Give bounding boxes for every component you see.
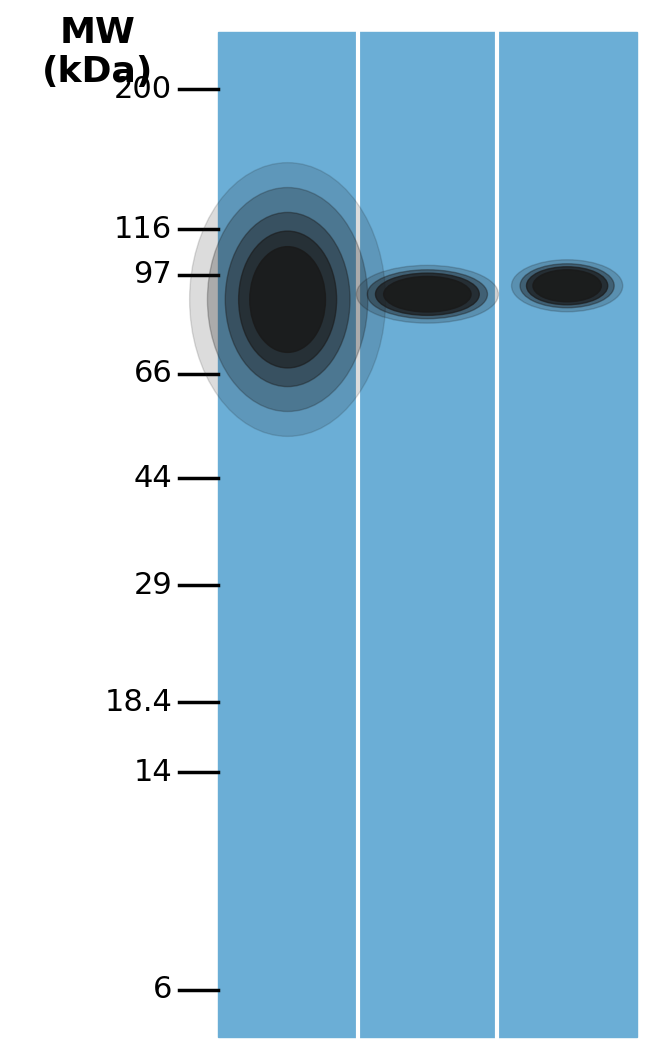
Text: 14: 14 [133,758,172,787]
Ellipse shape [250,247,326,352]
Ellipse shape [512,260,623,312]
Text: 29: 29 [133,570,172,600]
Text: MW
(kDa): MW (kDa) [42,16,153,89]
Ellipse shape [239,231,337,368]
Ellipse shape [526,267,608,305]
Text: 200: 200 [114,74,172,104]
Text: 6: 6 [153,975,172,1004]
Ellipse shape [356,266,499,323]
Ellipse shape [520,263,614,308]
Ellipse shape [533,270,601,302]
Ellipse shape [190,163,385,436]
Text: 97: 97 [133,260,172,290]
Text: 18.4: 18.4 [105,688,172,716]
Ellipse shape [384,276,471,312]
Bar [218,32,637,1037]
Ellipse shape [226,213,350,386]
Text: 66: 66 [133,360,172,388]
Text: 44: 44 [133,463,172,493]
Ellipse shape [367,270,488,318]
Ellipse shape [207,187,368,412]
Ellipse shape [376,273,479,315]
Text: 116: 116 [114,215,172,243]
